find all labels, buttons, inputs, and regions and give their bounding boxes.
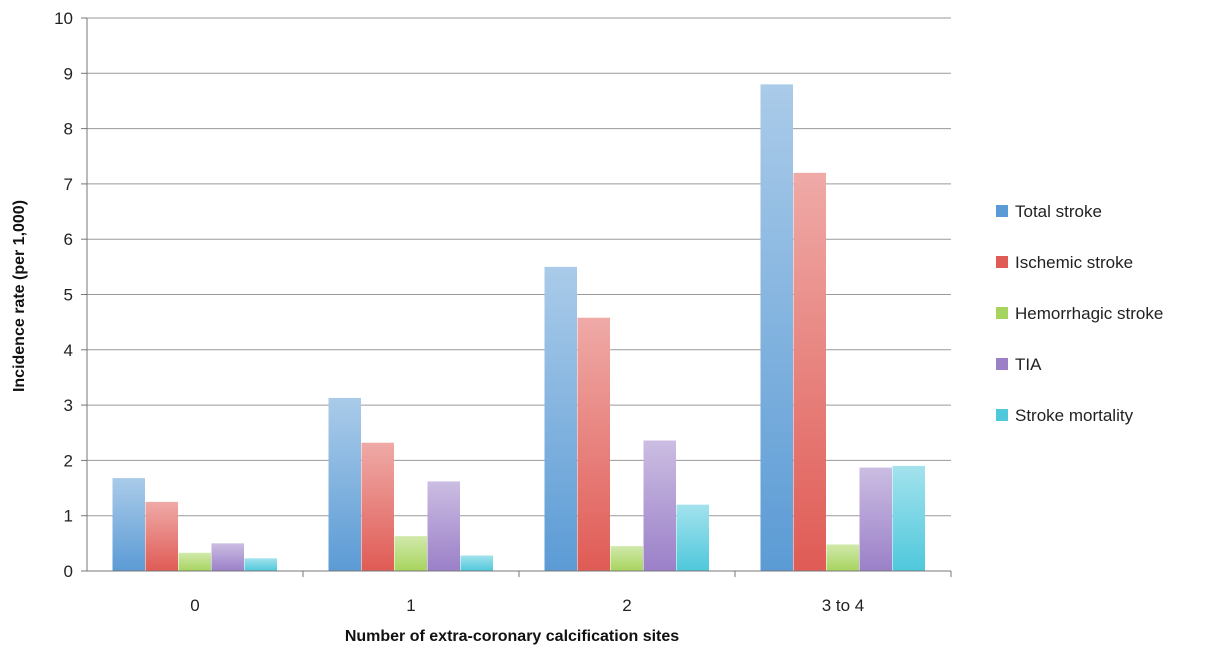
x-axis-ticks: 0 1 2 3 to 4 [190,571,952,615]
legend-swatch [996,409,1008,421]
bar [826,544,859,571]
x-tick-label: 0 [190,596,199,615]
x-tick-label: 3 to 4 [822,596,865,615]
y-tick-label: 1 [64,507,73,526]
y-tick-label: 0 [64,562,73,581]
y-tick-label: 4 [64,341,73,360]
bar [328,397,361,571]
bar [460,555,493,571]
y-tick-label: 8 [64,120,73,139]
y-tick-label: 7 [64,175,73,194]
legend-label: Stroke mortality [1015,406,1134,425]
legend-swatch [996,256,1008,268]
y-tick-label: 5 [64,286,73,305]
legend-label: TIA [1015,355,1042,374]
y-tick-label: 2 [64,451,73,470]
x-tick-label: 2 [622,596,631,615]
bar [859,467,892,571]
legend-swatch [996,205,1008,217]
bar [427,481,460,571]
x-axis-title: Number of extra-coronary calcification s… [345,628,679,645]
bar [394,536,427,571]
y-tick-label: 10 [54,9,73,28]
y-tick-label: 9 [64,64,73,83]
bar [211,543,244,571]
bars [112,84,925,572]
x-tick-label: 1 [406,596,415,615]
gridlines [87,17,951,572]
legend-swatch [996,307,1008,319]
bar [643,440,676,571]
bar [361,442,394,571]
legend-label: Total stroke [1015,202,1102,221]
bar [544,266,577,571]
legend-label: Ischemic stroke [1015,253,1133,272]
legend-label: Hemorrhagic stroke [1015,304,1163,323]
legend: Total stroke Ischemic stroke Hemorrhagic s… [996,202,1163,425]
bar [892,465,925,571]
bar [577,317,610,571]
y-tick-label: 6 [64,230,73,249]
bar [244,558,277,571]
bar [793,172,826,571]
bar [112,478,145,571]
bar [760,84,793,572]
bar [145,501,178,571]
y-tick-label: 3 [64,396,73,415]
bar [676,504,709,571]
bar [610,546,643,571]
y-axis-ticks: 0 1 2 3 4 5 6 7 8 9 10 [54,9,87,581]
bar [178,552,211,571]
y-axis-title: Incidence rate (per 1,000) [11,200,28,392]
legend-swatch [996,358,1008,370]
